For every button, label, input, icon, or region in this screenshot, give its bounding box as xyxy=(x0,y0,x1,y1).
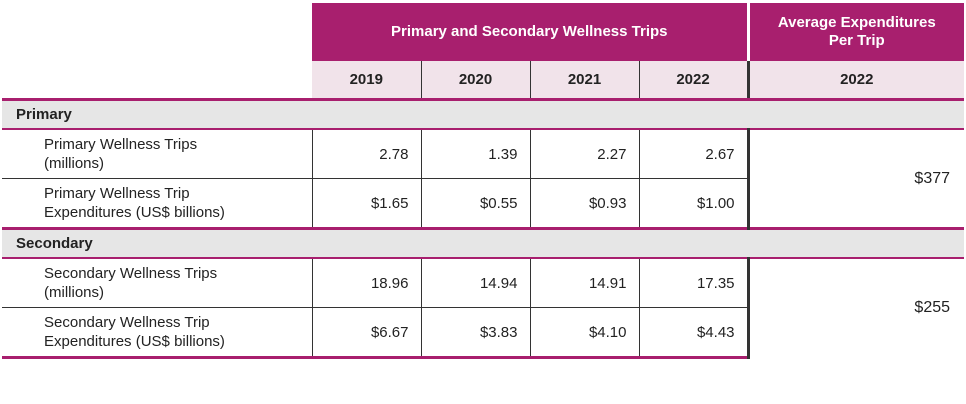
row-label-line2: (millions) xyxy=(44,155,104,172)
value-cell: 2.67 xyxy=(638,129,749,179)
avg-expenditures-header: Average Expenditures Per Trip xyxy=(746,3,965,61)
section-row-secondary: Secondary xyxy=(2,227,965,259)
row-label-line1: Primary Wellness Trips xyxy=(44,136,198,153)
section-title: Secondary xyxy=(2,227,965,259)
value-cell: $6.67 xyxy=(311,307,421,359)
header-row-titles: Primary and Secondary Wellness Trips Ave… xyxy=(2,3,965,61)
table-row: Secondary Wellness Trips (millions) 18.9… xyxy=(2,258,965,358)
year-header: 2019 xyxy=(312,61,421,101)
row-label: Primary Wellness Trips (millions) xyxy=(2,129,312,179)
row-label-line1: Primary Wellness Trip xyxy=(44,185,190,202)
avg-year-header: 2022 xyxy=(746,61,965,101)
table-row: Primary Wellness Trips (millions) 2.78 1… xyxy=(2,129,965,229)
table-row: Secondary Wellness Trip Expenditures (US… xyxy=(2,307,964,359)
value-cell: 18.96 xyxy=(311,258,421,308)
year-header: 2020 xyxy=(420,61,530,101)
row-label: Secondary Wellness Trip Expenditures (US… xyxy=(2,307,312,359)
wellness-trips-table: Primary and Secondary Wellness Trips Ave… xyxy=(2,3,965,359)
value-cell: 2.27 xyxy=(529,129,639,179)
row-label-line1: Secondary Wellness Trip xyxy=(44,314,210,331)
year-header: 2021 xyxy=(529,61,639,101)
header-blank-cell xyxy=(2,3,312,61)
trips-group-header: Primary and Secondary Wellness Trips xyxy=(312,3,749,61)
value-cell: 14.91 xyxy=(529,258,639,308)
avg-expenditure-value: $377 xyxy=(746,129,965,229)
section-title: Primary xyxy=(2,99,965,130)
value-cell: 14.94 xyxy=(420,258,530,308)
value-cell: 17.35 xyxy=(638,258,749,308)
section-row-primary: Primary xyxy=(2,99,965,130)
value-cell: $0.55 xyxy=(420,178,530,229)
value-cell: 2.78 xyxy=(311,129,421,179)
value-cell: $3.83 xyxy=(420,307,530,359)
value-cell: $1.65 xyxy=(311,178,421,229)
header-blank-cell-2 xyxy=(2,61,312,101)
avg-expenditures-header-line1: Average Expenditures xyxy=(777,14,936,31)
header-row-years: 2019 2020 2021 2022 2022 xyxy=(2,61,965,101)
table-row: Primary Wellness Trip Expenditures (US$ … xyxy=(2,178,964,229)
year-header: 2022 xyxy=(638,61,749,101)
row-label-line2: Expenditures (US$ billions) xyxy=(44,333,225,350)
avg-expenditures-header-line2: Per Trip xyxy=(828,32,885,49)
value-cell: $4.43 xyxy=(638,307,749,359)
avg-expenditure-value: $255 xyxy=(746,258,965,358)
value-cell: 1.39 xyxy=(420,129,530,179)
value-cell: $4.10 xyxy=(529,307,639,359)
row-label-line2: Expenditures (US$ billions) xyxy=(44,204,225,221)
value-cell: $1.00 xyxy=(638,178,749,229)
row-label-line2: (millions) xyxy=(44,284,104,301)
row-label: Primary Wellness Trip Expenditures (US$ … xyxy=(2,179,312,229)
row-label: Secondary Wellness Trips (millions) xyxy=(2,258,312,308)
value-cell: $0.93 xyxy=(529,178,639,229)
row-label-line1: Secondary Wellness Trips xyxy=(44,265,218,282)
